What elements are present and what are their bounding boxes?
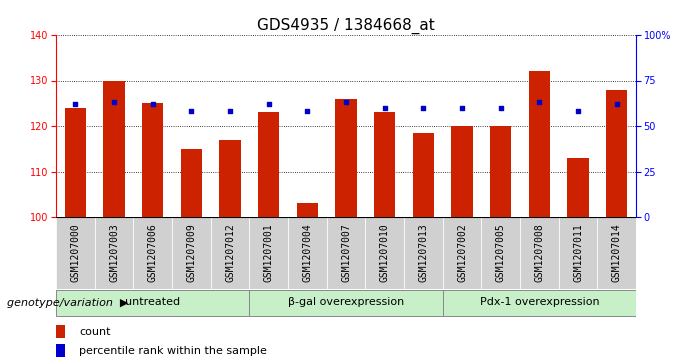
Point <box>611 101 622 107</box>
Point <box>148 101 158 107</box>
Bar <box>606 90 627 217</box>
Bar <box>103 81 124 217</box>
Bar <box>481 217 520 289</box>
Bar <box>374 113 395 217</box>
Bar <box>335 99 356 217</box>
Text: β-gal overexpression: β-gal overexpression <box>288 297 404 307</box>
Text: GSM1207011: GSM1207011 <box>573 223 583 282</box>
Text: GSM1207002: GSM1207002 <box>457 223 467 282</box>
Point <box>186 109 197 114</box>
Text: GSM1207013: GSM1207013 <box>418 223 428 282</box>
Bar <box>296 203 318 217</box>
Bar <box>258 113 279 217</box>
Bar <box>142 103 163 217</box>
Bar <box>567 158 589 217</box>
Bar <box>452 126 473 217</box>
Bar <box>172 217 211 289</box>
Text: GSM1207006: GSM1207006 <box>148 223 158 282</box>
Bar <box>365 217 404 289</box>
Bar <box>56 290 250 315</box>
Bar <box>250 217 288 289</box>
Text: GSM1207004: GSM1207004 <box>303 223 312 282</box>
Point <box>495 105 506 111</box>
Text: GSM1207005: GSM1207005 <box>496 223 506 282</box>
Bar <box>326 217 365 289</box>
Text: GSM1207009: GSM1207009 <box>186 223 197 282</box>
Bar <box>528 72 550 217</box>
Point <box>302 109 313 114</box>
Text: count: count <box>79 327 111 338</box>
Bar <box>250 290 443 315</box>
Bar <box>404 217 443 289</box>
Bar <box>490 126 511 217</box>
Point <box>379 105 390 111</box>
Text: untreated: untreated <box>125 297 180 307</box>
Bar <box>56 344 65 356</box>
Point <box>573 109 583 114</box>
Point <box>70 101 81 107</box>
Text: GSM1207000: GSM1207000 <box>70 223 80 282</box>
Bar <box>133 217 172 289</box>
Bar <box>56 217 95 289</box>
Bar <box>443 217 481 289</box>
Point <box>418 105 429 111</box>
Text: GSM1207010: GSM1207010 <box>379 223 390 282</box>
Bar <box>181 149 202 217</box>
Bar <box>95 217 133 289</box>
Bar <box>220 140 241 217</box>
Bar <box>520 217 559 289</box>
Point <box>341 99 352 105</box>
Text: GSM1207003: GSM1207003 <box>109 223 119 282</box>
Text: GSM1207001: GSM1207001 <box>264 223 273 282</box>
Text: GSM1207014: GSM1207014 <box>612 223 622 282</box>
Text: GSM1207008: GSM1207008 <box>534 223 544 282</box>
Point <box>534 99 545 105</box>
Text: genotype/variation  ▶: genotype/variation ▶ <box>7 298 128 308</box>
Point <box>456 105 467 111</box>
Point <box>109 99 120 105</box>
Bar <box>597 217 636 289</box>
Text: percentile rank within the sample: percentile rank within the sample <box>79 346 267 356</box>
Bar <box>288 217 326 289</box>
Bar <box>65 108 86 217</box>
Bar <box>413 133 434 217</box>
Text: GSM1207007: GSM1207007 <box>341 223 351 282</box>
Title: GDS4935 / 1384668_at: GDS4935 / 1384668_at <box>257 17 435 34</box>
Bar <box>559 217 597 289</box>
Bar <box>211 217 250 289</box>
Bar <box>443 290 636 315</box>
Text: GSM1207012: GSM1207012 <box>225 223 235 282</box>
Point <box>224 109 235 114</box>
Bar <box>56 325 65 338</box>
Point <box>263 101 274 107</box>
Text: Pdx-1 overexpression: Pdx-1 overexpression <box>479 297 599 307</box>
